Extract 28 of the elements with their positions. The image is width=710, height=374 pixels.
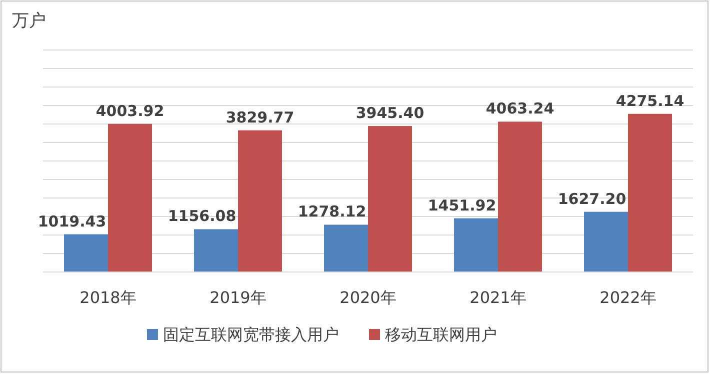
bar [64,234,108,272]
x-tick-label: 2020年 [340,288,396,307]
data-label: 1451.92 [428,196,496,214]
data-label: 1019.43 [38,212,106,230]
bar [194,229,238,272]
data-label: 4003.92 [96,102,164,120]
x-tick-label: 2022年 [600,288,656,307]
legend-label: 固定互联网宽带接入用户 [163,325,339,344]
x-tick-label: 2021年 [470,288,526,307]
legend-label: 移动互联网用户 [385,325,497,344]
bar [498,122,542,272]
data-label: 3945.40 [356,104,424,122]
x-tick-label: 2018年 [80,288,136,307]
data-label: 1156.08 [168,207,236,226]
data-label: 1627.20 [558,190,626,208]
data-label: 3829.77 [226,108,294,126]
data-label: 4063.24 [486,100,554,118]
bar [238,130,282,272]
x-tick-label: 2019年 [210,288,266,307]
y-axis-title: 万户 [12,11,46,31]
data-label: 4275.14 [616,92,684,110]
bar [108,124,152,272]
bar [368,126,412,272]
data-label: 1278.12 [298,202,366,221]
bar [584,212,628,272]
bar [628,114,672,272]
bar [454,218,498,272]
bar [324,224,368,272]
